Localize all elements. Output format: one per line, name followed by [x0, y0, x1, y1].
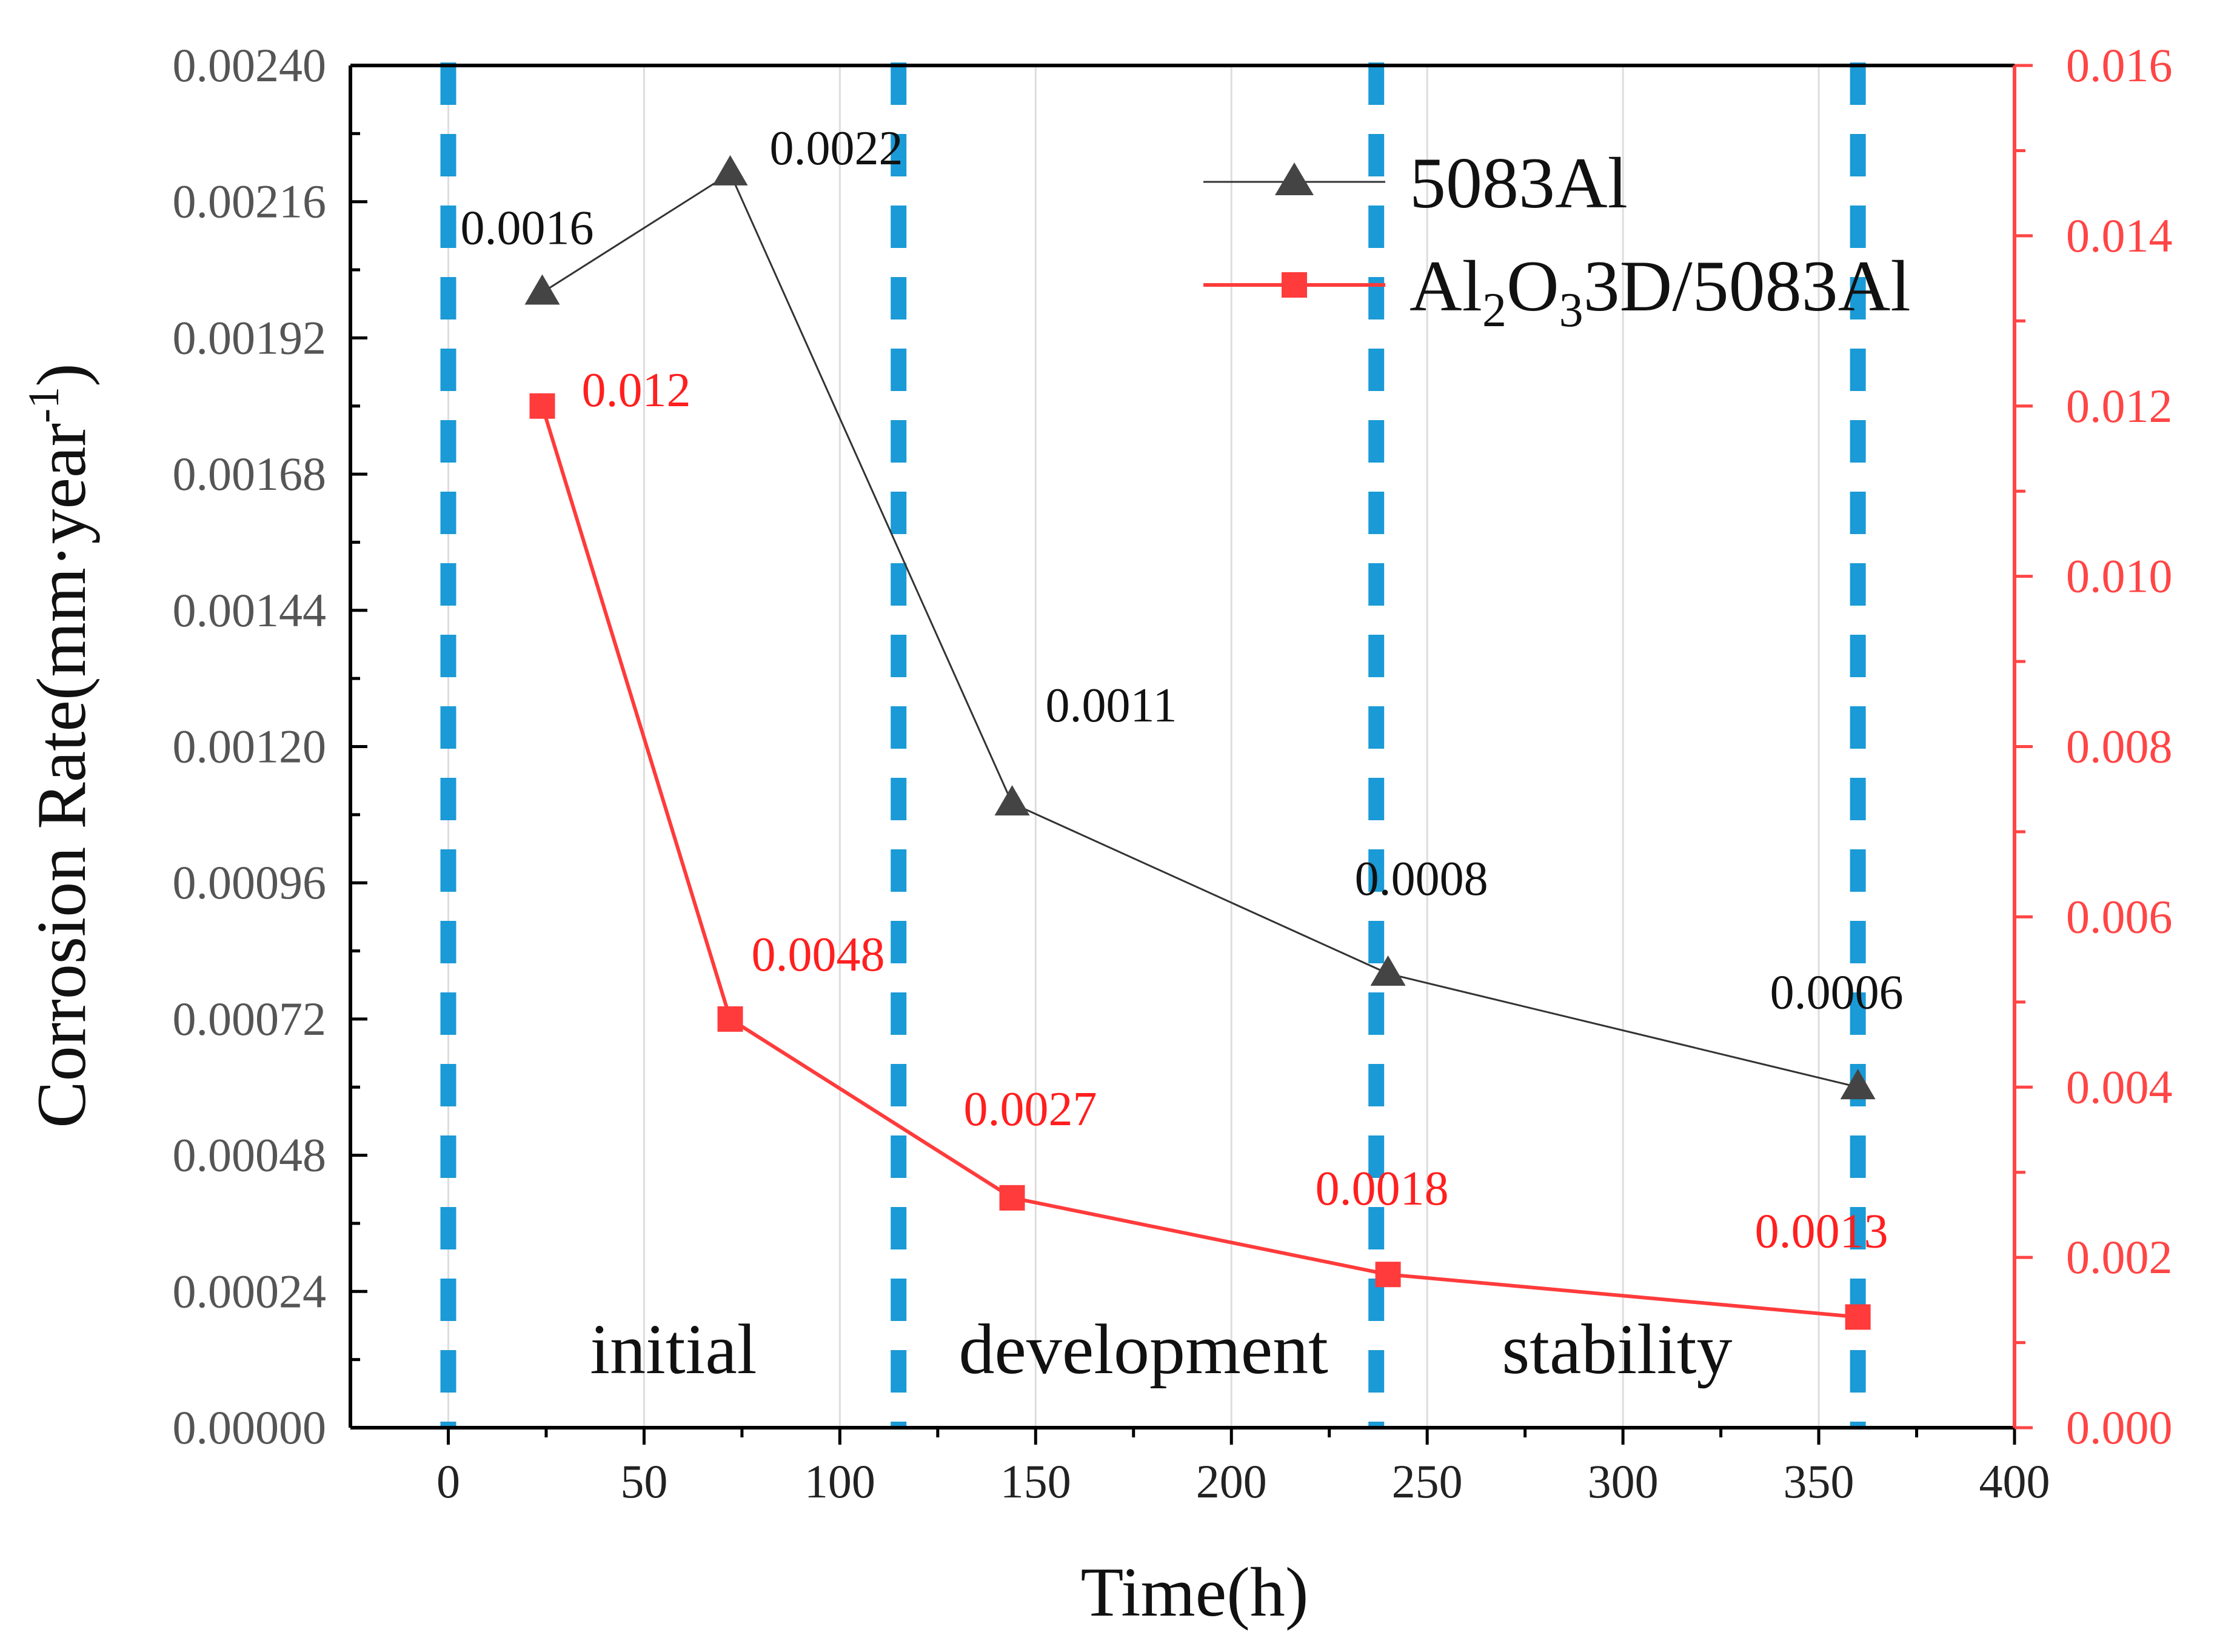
data-label: 0.012: [581, 364, 691, 417]
x-axis-title: Time(h): [1081, 1554, 1309, 1631]
phase-label: development: [958, 1309, 1328, 1389]
data-label: 0.0048: [752, 928, 885, 982]
x-tick-label: 50: [620, 1455, 667, 1508]
y-left-tick-label: 0.00096: [173, 856, 327, 909]
square-marker: [529, 393, 555, 419]
square-marker: [717, 1006, 743, 1032]
square-marker: [999, 1185, 1025, 1211]
y-right-tick-label: 0.002: [2066, 1231, 2173, 1283]
square-marker: [1375, 1262, 1401, 1288]
y-left-tick-label: 0.00168: [173, 447, 327, 500]
square-marker: [1845, 1304, 1871, 1330]
phase-label: stability: [1502, 1309, 1732, 1389]
y-left-tick-label: 0.00072: [173, 992, 327, 1045]
data-label: 0.0022: [770, 122, 903, 175]
y-left-tick-label: 0.00240: [173, 39, 327, 92]
phase-boundaries: [440, 62, 1866, 1428]
y-right-tick-label: 0.006: [2066, 890, 2173, 943]
data-label: 0.0008: [1355, 852, 1488, 906]
series-line-2: [540, 405, 1858, 1319]
y-left-tick-label: 0.00144: [173, 584, 327, 637]
data-label: 0.0006: [1770, 966, 1904, 1019]
phase-label: initial: [590, 1309, 757, 1389]
triangle-marker: [1370, 955, 1406, 986]
triangle-marker: [1840, 1069, 1876, 1100]
x-tick-label: 300: [1588, 1455, 1659, 1508]
y-left-tick-label: 0.00000: [173, 1401, 327, 1454]
data-series: [524, 155, 1876, 1330]
x-tick-label: 100: [804, 1455, 875, 1508]
x-tick-label: 0: [436, 1455, 460, 1508]
y-right-tick-label: 0.016: [2066, 39, 2173, 92]
y-right-tick-label: 0.004: [2066, 1060, 2173, 1113]
triangle-marker: [524, 274, 560, 305]
x-tick-label: 200: [1196, 1455, 1267, 1508]
y-right-tick-label: 0.010: [2066, 550, 2173, 603]
y-right-tick-label: 0.000: [2066, 1401, 2173, 1454]
legend-square-marker: [1282, 272, 1307, 298]
axes: [349, 64, 2033, 1445]
labels: 0 50 100 150 200 250 300 350 400 0.00000 0.00024 0.…: [19, 39, 2173, 1631]
data-label: 0.0027: [964, 1083, 1097, 1136]
data-label: 0.0013: [1755, 1205, 1888, 1258]
triangle-marker: [712, 155, 748, 186]
legend-label-composite: Al2O33D/5083Al: [1409, 246, 1911, 337]
data-label: 0.0016: [460, 202, 594, 255]
data-label: 0.0018: [1316, 1162, 1449, 1216]
legend: 5083Al Al2O33D/5083Al: [1203, 142, 1911, 337]
x-tick-label: 400: [1979, 1455, 2050, 1508]
x-tick-label: 350: [1784, 1455, 1854, 1508]
y-right-tick-label: 0.012: [2066, 380, 2173, 432]
legend-triangle-marker: [1275, 162, 1314, 195]
y-left-tick-label: 0.00216: [173, 175, 327, 228]
x-tick-label: 150: [1000, 1455, 1071, 1508]
x-tick-label: 250: [1392, 1455, 1463, 1508]
y-right-tick-label: 0.014: [2066, 209, 2173, 262]
y-left-tick-label: 0.00192: [173, 311, 327, 364]
y-right-tick-label: 0.008: [2066, 720, 2173, 773]
data-label: 0.0011: [1046, 679, 1177, 732]
triangle-marker: [994, 785, 1030, 816]
y-left-tick-label: 0.00120: [173, 720, 327, 773]
y-left-tick-label: 0.00024: [173, 1265, 327, 1317]
y-left-tick-label: 0.00048: [173, 1129, 327, 1182]
legend-label-5083al: 5083Al: [1409, 142, 1628, 223]
y-axis-title: Corrosion Rate(mm·year-1): [19, 363, 101, 1128]
